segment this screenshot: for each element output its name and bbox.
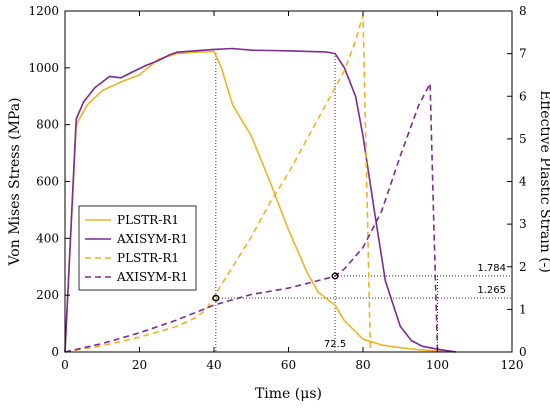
y-axis-title: Von Mises Stress (MPa) [7,97,23,266]
legend-label: PLSTR-R1 [117,213,179,227]
legend-label: AXISYM-R1 [116,232,188,246]
y2-tick-label: 7 [519,47,527,61]
y-tick-label: 600 [36,175,59,189]
x-tick-label: 40 [206,358,221,372]
series-layer [64,14,457,353]
x-tick-label: 60 [281,358,296,372]
y-tick-label: 400 [36,231,59,245]
y2-tick-label: 5 [519,132,527,146]
guide-lines [215,53,512,352]
x-tick-label: 120 [501,358,524,372]
data-marker [331,272,339,280]
y2-tick-label: 0 [519,345,527,359]
series-line-stress-0 [64,50,457,353]
marker-layer [212,272,339,302]
y2-tick-label: 1 [519,302,527,316]
y2-axis-title: Effective Plastic Strain (-) [537,90,550,273]
legend: PLSTR-R1 AXISYM-R1 PLSTR-R1 AXISYM-R1 [78,205,197,291]
legend-label: AXISYM-R1 [116,270,188,284]
y-tick-label: 0 [51,345,59,359]
series-line-strain-3 [64,82,439,353]
y2-tick-label: 8 [519,4,527,18]
plot-frame [64,10,513,353]
series-line-stress-1 [64,47,457,353]
y-tick-label: 1000 [28,61,59,75]
y-tick-label: 1200 [28,4,59,18]
y2-tick-label: 3 [519,217,527,231]
y-tick-label: 800 [36,118,59,132]
annotation-1265: 1.265 [477,285,506,296]
y-tick-label: 200 [36,288,59,302]
series-line-strain-2 [64,14,372,353]
legend-box [78,205,197,291]
y2-tick-label: 2 [519,260,527,274]
x-tick-label: 100 [426,358,449,372]
x-tick-label: 20 [132,358,147,372]
legend-label: PLSTR-R1 [117,251,179,265]
y2-tick-label: 4 [519,175,527,189]
x-axis-title: Time (μs) [255,386,322,402]
x-tick-label: 0 [61,358,69,372]
annotation-time-72-5: 72.5 [324,339,346,350]
tick-layer: 0 20 40 60 80 100 1200200400600800100012000123… [28,4,527,372]
y2-tick-label: 6 [519,89,527,103]
annotation-1784: 1.784 [477,263,506,274]
data-marker [212,294,220,302]
x-tick-label: 80 [355,358,370,372]
